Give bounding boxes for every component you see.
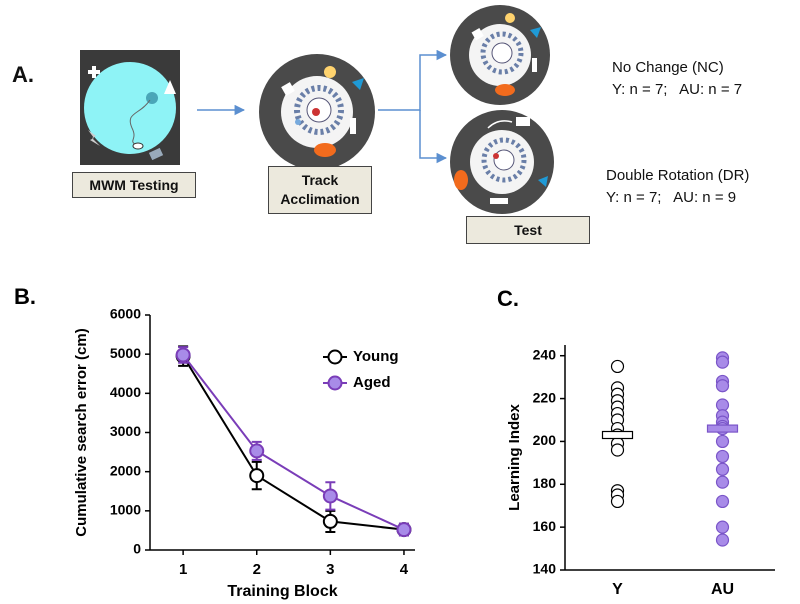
- step-box: Track Acclimation: [268, 166, 372, 214]
- data-point: [715, 379, 730, 393]
- condition-title: Double Rotation (DR): [606, 167, 750, 184]
- nc-arena: [450, 5, 550, 105]
- data-point: [715, 449, 730, 464]
- y-tick-label: 3000: [110, 423, 141, 439]
- dr-arena: [450, 110, 554, 214]
- condition-title: No Change (NC): [612, 59, 724, 76]
- track-arena: [259, 54, 375, 170]
- step-box: MWM Testing: [72, 172, 196, 198]
- legend-marker: [327, 349, 343, 365]
- data-point: [715, 475, 730, 489]
- y-tick-label: 6000: [110, 306, 141, 322]
- arrow: [419, 110, 448, 164]
- arrow: [378, 49, 448, 111]
- series-line: [182, 354, 405, 531]
- data-point: [249, 443, 265, 459]
- data-point: [715, 434, 730, 449]
- y-tick-label: 1000: [110, 502, 141, 518]
- data-point: [175, 347, 191, 363]
- x-tick-label: 2: [253, 561, 261, 578]
- data-point: [610, 359, 625, 374]
- data-point: [715, 520, 730, 534]
- y-tick-label: 180: [533, 475, 557, 491]
- y-tick-label: 0: [133, 541, 141, 557]
- y-tick-label: 200: [533, 432, 557, 448]
- y-axis-label: Learning Index: [506, 404, 523, 511]
- x-tick-label: 1: [179, 561, 187, 578]
- mean-bar: [601, 430, 634, 440]
- data-point: [715, 462, 730, 476]
- x-tick-label: Y: [612, 581, 623, 598]
- y-tick-label: 160: [533, 518, 557, 534]
- data-point: [715, 533, 730, 547]
- legend-label: Aged: [353, 374, 391, 391]
- y-tick-label: 240: [533, 346, 557, 362]
- y-tick-label: 5000: [110, 345, 141, 361]
- legend-marker: [327, 375, 343, 391]
- condition-counts: Y: n = 7; AU: n = 7: [612, 81, 743, 98]
- mwm-image: [80, 50, 180, 165]
- step-box: Test: [466, 216, 590, 244]
- panel-label: A.: [12, 62, 34, 87]
- data-point: [610, 443, 625, 457]
- data-point: [610, 494, 625, 509]
- x-tick-label: 4: [400, 561, 409, 578]
- data-point: [715, 355, 730, 369]
- series-line: [182, 355, 405, 531]
- condition-counts: Y: n = 7; AU: n = 9: [606, 189, 737, 206]
- x-tick-label: AU: [711, 581, 734, 598]
- data-point: [249, 468, 265, 484]
- x-tick-label: 3: [326, 561, 334, 578]
- data-point: [322, 488, 338, 504]
- data-point: [715, 494, 730, 509]
- data-point: [396, 522, 412, 538]
- x-axis-label: Training Block: [227, 583, 337, 600]
- y-tick-label: 4000: [110, 384, 141, 400]
- y-tick-label: 140: [533, 561, 557, 577]
- y-tick-label: 220: [533, 389, 557, 405]
- mean-bar: [706, 424, 739, 433]
- data-point: [322, 513, 338, 529]
- legend-label: Young: [353, 348, 399, 365]
- panel-label: B.: [14, 284, 36, 309]
- panel-label: C.: [497, 286, 519, 311]
- y-axis-label: Cumulative search error (cm): [73, 328, 90, 536]
- y-tick-label: 2000: [110, 462, 141, 478]
